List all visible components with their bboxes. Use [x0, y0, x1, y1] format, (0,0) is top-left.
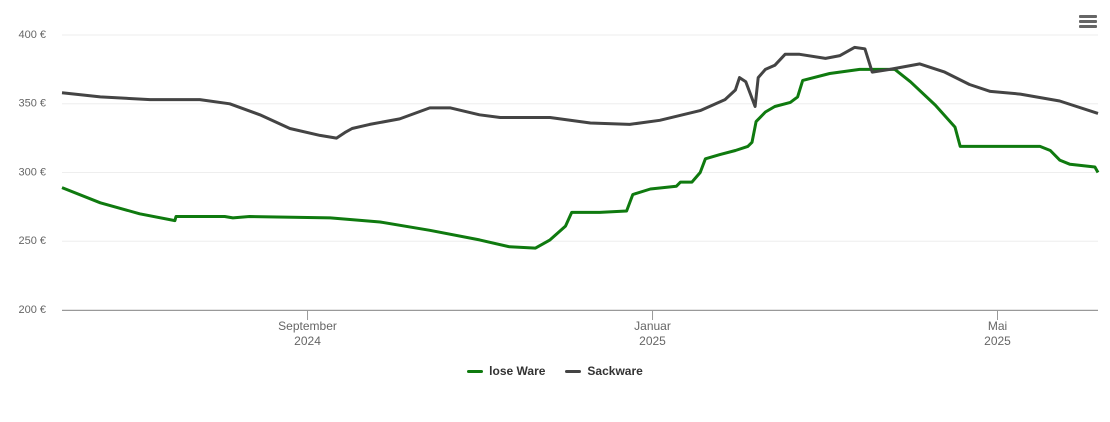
x-tick-label: Januar 2025 — [634, 319, 671, 348]
legend-swatch — [565, 369, 582, 373]
x-tick-label: Mai 2025 — [984, 319, 1011, 348]
legend-item[interactable]: lose Ware — [467, 364, 545, 378]
legend-label: Sackware — [587, 364, 643, 378]
menu-icon[interactable] — [1079, 15, 1097, 28]
legend-swatch — [467, 369, 484, 373]
y-tick-label: 250 € — [18, 235, 46, 247]
y-tick-label: 300 € — [18, 166, 46, 178]
legend-item[interactable]: Sackware — [565, 364, 643, 378]
legend: lose Ware Sackware — [0, 364, 1110, 378]
line — [61, 67, 1100, 250]
line — [61, 45, 1099, 140]
y-tick-label: 400 € — [18, 29, 46, 41]
x-tick-label: September 2024 — [278, 319, 337, 348]
y-tick-label: 200 € — [18, 304, 46, 316]
y-tick-label: 350 € — [18, 98, 46, 110]
legend-label: lose Ware — [489, 364, 546, 378]
